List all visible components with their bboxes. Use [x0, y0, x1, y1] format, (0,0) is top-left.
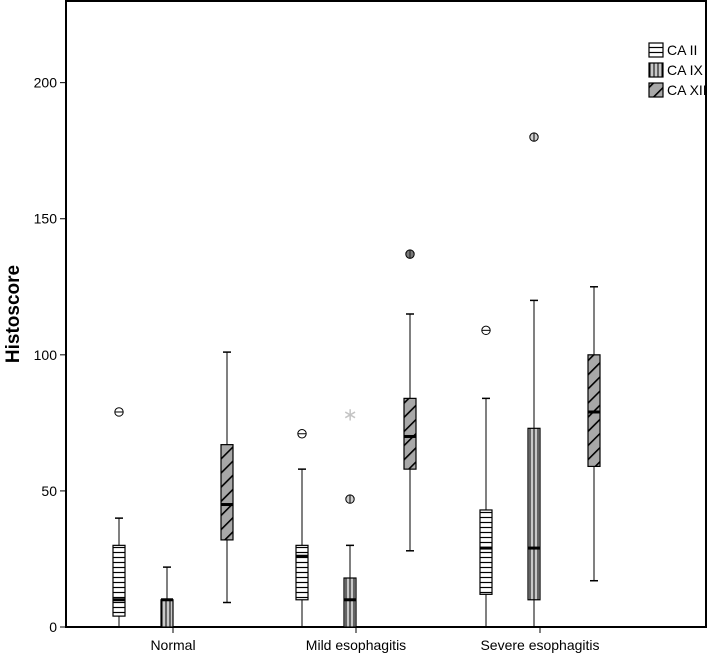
- box-ca-xii-2: [403, 249, 417, 552]
- box-iqr: [479, 509, 493, 595]
- legend-swatch: [648, 82, 664, 98]
- y-tick-label: 50: [41, 483, 57, 499]
- x-axis: Normal Mild esophagitis Severe esophagitis: [150, 627, 600, 653]
- legend-label: CA II: [667, 42, 697, 58]
- box-ca-ii-3: [479, 325, 493, 628]
- box-iqr: [160, 599, 174, 628]
- box-iqr: [112, 544, 126, 617]
- box-iqr: [527, 427, 541, 601]
- legend-swatch: [648, 62, 664, 78]
- x-tick-label: Mild esophagitis: [306, 637, 406, 653]
- y-tick-label: 0: [49, 619, 57, 635]
- y-axis: 0 50 100 150 200: [34, 75, 66, 635]
- legend-item-ca-xii: CA XII: [648, 82, 707, 98]
- box-ca-ix-1: [160, 566, 174, 628]
- box-iqr: [403, 397, 417, 470]
- box-ca-ii-1: [112, 407, 126, 628]
- box-ca-xii-1: [220, 351, 234, 604]
- y-tick-label: 100: [34, 347, 58, 363]
- legend-swatch: [648, 42, 664, 58]
- legend-item-ca-ii: CA II: [648, 42, 697, 58]
- box-ca-ix-2: ∗: [342, 405, 358, 628]
- plot-frame: [65, 0, 707, 628]
- box-ca-xii-3: [587, 286, 601, 582]
- x-tick-label: Normal: [150, 637, 195, 653]
- box-iqr: [295, 544, 309, 601]
- legend-label: CA IX: [667, 62, 703, 78]
- box-ca-ix-3: [527, 132, 541, 628]
- legend-label: CA XII: [667, 82, 707, 98]
- box-ca-ii-2: [295, 429, 309, 628]
- box-iqr: [220, 444, 234, 541]
- y-tick-label: 200: [34, 75, 58, 91]
- legend-item-ca-ix: CA IX: [648, 62, 703, 78]
- box-iqr: [343, 577, 357, 628]
- legend: CA II CA IX CA XII: [648, 42, 707, 98]
- outlier-extreme: ∗: [342, 405, 357, 426]
- x-tick-label: Severe esophagitis: [480, 637, 599, 653]
- y-axis-title: Histoscore: [3, 265, 24, 363]
- y-tick-label: 150: [34, 211, 58, 227]
- boxplots: ∗: [112, 132, 601, 628]
